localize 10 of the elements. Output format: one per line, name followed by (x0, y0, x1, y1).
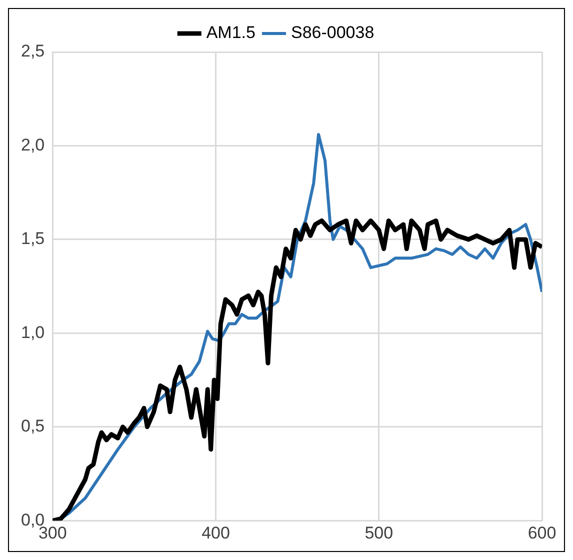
x-tick-label: 600 (528, 523, 556, 542)
legend-label: S86-00038 (290, 23, 374, 42)
y-tick-label: 2,5 (20, 42, 45, 61)
y-tick-label: 2,0 (20, 135, 45, 154)
y-tick-label: 0,5 (20, 416, 45, 436)
x-tick-label: 500 (364, 523, 394, 542)
legend-label: AM1.5 (206, 23, 256, 42)
y-tick-label: 1,5 (20, 229, 45, 248)
y-tick-label: 1,0 (20, 322, 45, 342)
x-tick-label: 400 (202, 523, 230, 542)
